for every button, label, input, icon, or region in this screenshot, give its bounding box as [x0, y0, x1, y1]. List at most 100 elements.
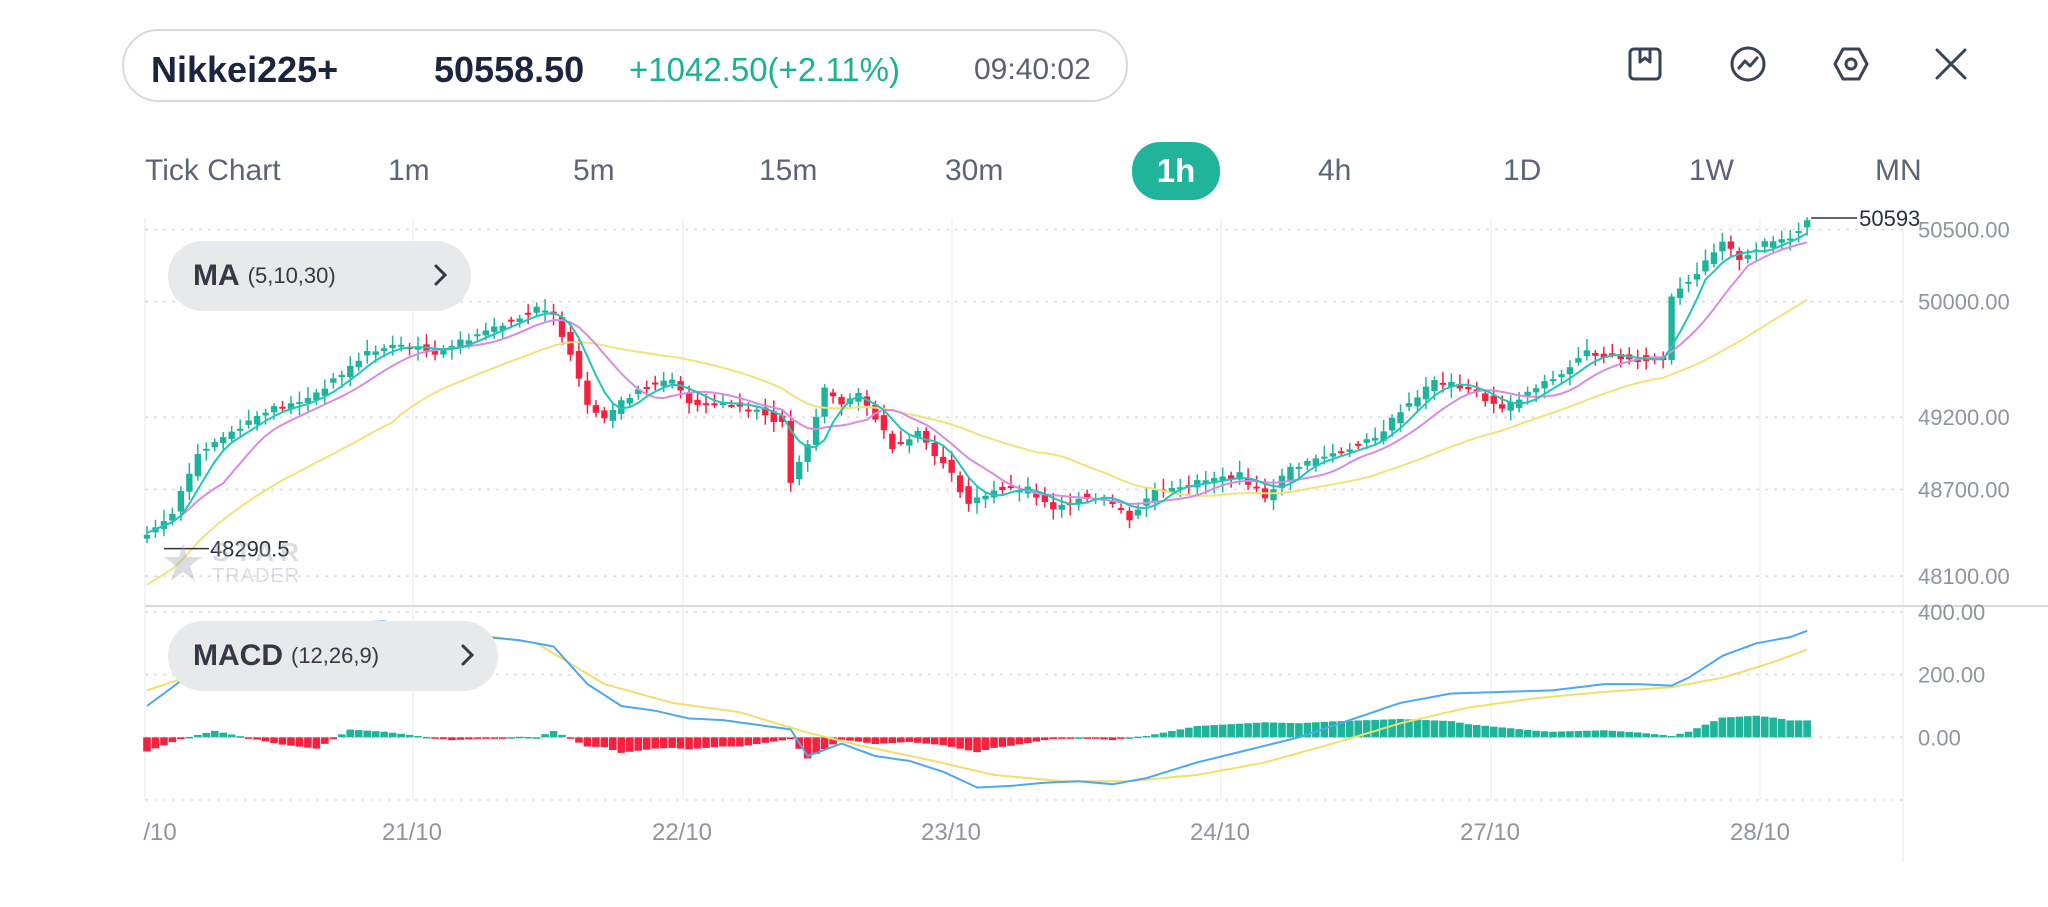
candle-body — [1744, 255, 1752, 259]
tab-tick-chart[interactable]: Tick Chart — [145, 154, 281, 187]
close-icon[interactable] — [1932, 45, 1970, 83]
candle-body — [719, 403, 727, 406]
macd-histogram-bar — [304, 737, 312, 748]
candle-body — [1304, 461, 1311, 466]
macd-histogram-bar — [168, 737, 177, 743]
tab-1d[interactable]: 1D — [1503, 154, 1542, 187]
macd-histogram-bar — [981, 737, 990, 751]
macd-histogram-bar — [1244, 723, 1252, 738]
macd-histogram-bar — [710, 737, 719, 748]
macd-histogram-bar — [1066, 737, 1075, 739]
macd-histogram-bar — [1329, 721, 1337, 738]
macd-histogram-bar — [354, 730, 363, 738]
macd-histogram-bar — [1583, 730, 1591, 738]
macd-histogram-bar — [338, 734, 346, 738]
candle-body — [558, 316, 566, 337]
macd-histogram-bar — [1235, 723, 1244, 738]
candle-body — [1338, 451, 1345, 454]
candle-body — [728, 405, 735, 408]
macd-histogram-bar — [634, 737, 643, 751]
candle-body — [1422, 386, 1430, 400]
tab-mn[interactable]: MN — [1875, 154, 1922, 187]
macd-histogram-bar — [287, 737, 295, 746]
candle-body — [1363, 439, 1370, 443]
macd-histogram-bar — [744, 737, 753, 746]
candle-body — [812, 416, 820, 445]
macd-histogram-bar — [1218, 724, 1227, 738]
tab-1h[interactable]: 1h — [1132, 142, 1220, 200]
macd-histogram-bar — [913, 737, 922, 743]
candle-body — [1219, 476, 1226, 482]
macd-histogram-bar — [278, 737, 287, 745]
macd-histogram-bar — [558, 734, 566, 738]
tab-15m[interactable]: 15m — [759, 154, 818, 187]
candle-body — [1795, 231, 1802, 234]
candle-body — [711, 403, 718, 406]
ma5-line — [146, 232, 1808, 534]
candle-body — [516, 318, 523, 322]
date-axis-label: 21/10 — [382, 819, 442, 846]
candle-body — [753, 409, 761, 412]
candle-body — [1109, 500, 1116, 504]
candle-body — [821, 387, 828, 417]
candle-body — [1295, 466, 1303, 469]
macd-histogram-bar — [685, 737, 693, 750]
tab-1w[interactable]: 1W — [1689, 154, 1734, 187]
chart-trend-icon[interactable] — [1729, 45, 1767, 83]
ma-indicator-pill[interactable]: MA (5,10,30) — [168, 241, 471, 311]
macd-indicator-params: (12,26,9) — [291, 643, 380, 668]
macd-histogram-bar — [617, 737, 626, 753]
macd-histogram-bar — [1227, 724, 1235, 738]
quote-header[interactable]: Nikkei225+ 50558.50 +1042.50(+2.11%) 09:… — [122, 29, 1128, 102]
macd-histogram-bar — [1489, 726, 1498, 738]
settings-hex-icon[interactable] — [1832, 45, 1870, 83]
macd-histogram-bar — [363, 730, 372, 738]
macd-histogram-bar — [888, 737, 897, 743]
candle-body — [999, 486, 1006, 491]
ma-indicator-params: (5,10,30) — [247, 263, 336, 288]
macd-histogram-bar — [1345, 720, 1354, 738]
candle-body — [965, 486, 972, 504]
macd-histogram-bar — [1168, 730, 1176, 738]
macd-histogram-bar — [1176, 729, 1185, 738]
macd-histogram-bar — [498, 737, 507, 739]
candle-body — [203, 448, 210, 451]
tab-4h[interactable]: 4h — [1318, 154, 1352, 187]
tab-1m[interactable]: 1m — [388, 154, 430, 187]
candle-body — [1575, 358, 1582, 363]
candle-body — [1532, 388, 1540, 393]
macd-histogram-bar — [947, 737, 956, 747]
candle-body — [668, 379, 676, 384]
macd-histogram-bar — [1803, 720, 1811, 738]
macd-histogram-bar — [786, 737, 795, 740]
candle-body — [685, 392, 693, 404]
tab-30m[interactable]: 30m — [945, 154, 1004, 187]
candle-body — [338, 374, 346, 378]
macd-histogram-bar — [1777, 719, 1786, 738]
macd-histogram-bar — [803, 737, 812, 759]
macd-histogram-bar — [1117, 737, 1125, 739]
price-axis-label: 50500.00 — [1918, 217, 2010, 242]
macd-histogram-bar — [1041, 737, 1049, 741]
macd-histogram-bar — [609, 737, 617, 751]
candle-body — [923, 430, 930, 443]
candle-body — [253, 415, 261, 425]
candle-body — [211, 442, 218, 448]
macd-histogram-bar — [1650, 734, 1659, 738]
tab-5m[interactable]: 5m — [573, 154, 615, 187]
macd-histogram-bar — [371, 731, 380, 738]
candle-body — [1236, 472, 1243, 480]
macd-indicator-pill[interactable]: MACD (12,26,9) — [168, 621, 498, 691]
candle-body — [1041, 494, 1049, 503]
macd-histogram-bar — [1422, 720, 1430, 738]
macd-histogram-bar — [1642, 733, 1650, 738]
candle-body — [1194, 480, 1201, 488]
macd-histogram-bar — [1405, 719, 1413, 738]
macd-histogram-bar — [1794, 720, 1803, 738]
bookmark-icon[interactable] — [1626, 45, 1664, 83]
macd-histogram-bar — [1049, 737, 1058, 740]
candle-body — [1414, 397, 1421, 407]
candle-body — [1050, 502, 1057, 510]
macd-histogram-bar — [1134, 736, 1142, 739]
